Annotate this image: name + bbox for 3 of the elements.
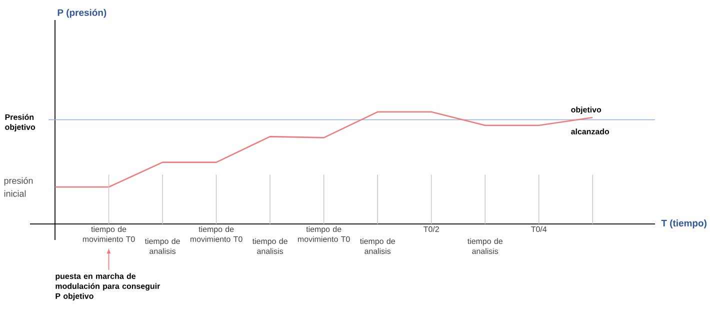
text: P (presión)	[58, 8, 106, 18]
x-axis-title: T (tiempo)	[661, 220, 706, 228]
text: presión inicial	[4, 177, 33, 197]
